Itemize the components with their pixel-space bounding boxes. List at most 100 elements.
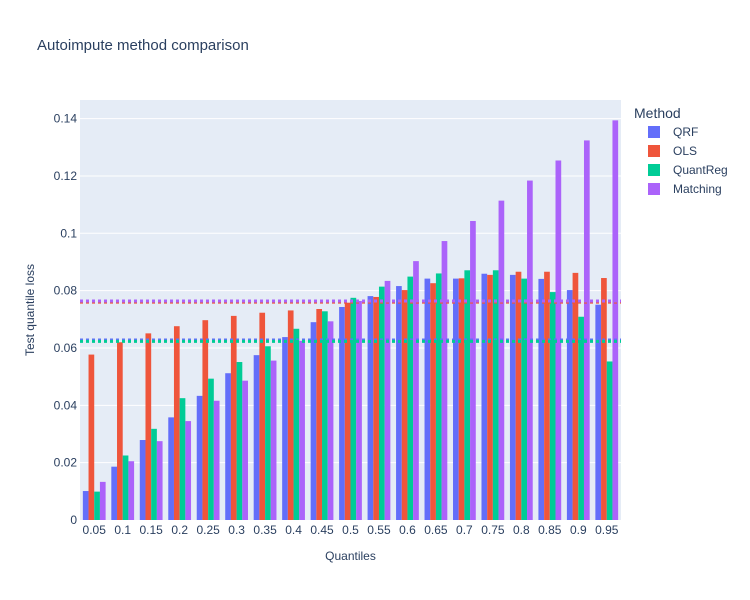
bar-matching-0.4 [299,340,305,520]
bar-qrf-0.75 [481,273,488,520]
bar-qrf-0.4 [282,337,288,520]
bar-quantreg-0.9 [578,316,584,520]
legend-swatch-ols [648,145,660,157]
bar-ols-0.75 [487,274,493,520]
x-axis-title: Quantiles [325,549,376,563]
bar-qrf-0.55 [367,296,374,520]
bar-qrf-0.9 [566,290,573,520]
legend-label-ols: OLS [673,144,697,158]
x-tick-label: 0.4 [285,523,302,537]
y-tick-label: 0.14 [54,112,78,126]
bar-ols-0.95 [601,278,607,520]
bar-qrf-0.1 [111,466,118,520]
bar-qrf-0.8 [509,274,516,520]
x-tick-label: 0.75 [481,523,505,537]
bar-qrf-0.35 [253,355,260,520]
bar-qrf-0.25 [196,395,203,520]
bar-ols-0.45 [316,309,323,520]
x-tick-label: 0.35 [253,523,277,537]
x-tick-label: 0.85 [538,523,562,537]
y-tick-label: 0.06 [54,341,78,355]
bar-matching-0.25 [213,400,220,520]
bar-ols-0.3 [230,315,237,520]
bar-quantreg-0.55 [378,286,385,520]
x-tick-label: 0.9 [570,523,587,537]
bar-qrf-0.05 [82,491,89,520]
chart-title: Autoimpute method comparison [37,37,249,54]
bar-matching-0.7 [470,220,476,521]
y-axis-title: Test quantile loss [23,264,37,356]
bar-qrf-0.5 [339,306,345,520]
bar-matching-0.3 [242,380,248,520]
y-axis-ticks: 0 0.02 0.04 0.06 0.08 0.1 0.12 0.14 [54,112,78,527]
bar-qrf-0.7 [453,278,459,520]
bar-matching-0.1 [128,461,135,520]
x-tick-label: 0.1 [114,523,131,537]
bar-matching-0.75 [498,200,505,520]
bar-ols-0.65 [430,283,436,520]
x-tick-label: 0.05 [83,523,107,537]
bar-ols-0.05 [88,354,95,520]
bar-ols-0.1 [117,342,123,520]
bar-quantreg-0.25 [208,378,214,520]
bar-matching-0.6 [413,261,419,520]
y-tick-label: 0.02 [54,456,78,470]
bar-matching-0.35 [270,360,277,520]
bar-matching-0.85 [555,160,562,521]
y-tick-label: 0.04 [54,398,78,412]
x-tick-label: 0.2 [171,523,188,537]
x-tick-label: 0.95 [595,523,619,537]
bar-quantreg-0.05 [94,491,100,520]
x-tick-label: 0.8 [513,523,530,537]
x-tick-label: 0.15 [140,523,164,537]
bar-ols-0.2 [173,326,180,520]
bars [82,120,619,521]
mean-lines [80,299,621,343]
bar-ols-0.5 [344,302,351,520]
bar-quantreg-0.7 [464,270,471,520]
bar-ols-0.55 [373,296,379,520]
bar-quantreg-0.65 [435,273,442,520]
legend-swatch-quantreg [648,164,660,176]
bar-quantreg-0.4 [293,328,300,520]
bar-matching-0.8 [527,180,533,520]
bar-ols-0.15 [145,333,152,520]
bar-quantreg-0.95 [606,361,613,520]
y-tick-label: 0.12 [54,169,78,183]
x-tick-label: 0.55 [367,523,391,537]
bar-qrf-0.15 [139,440,146,520]
x-tick-label: 0.25 [196,523,220,537]
bar-ols-0.8 [515,271,522,520]
x-tick-label: 0.5 [342,523,359,537]
bar-matching-0.95 [612,120,619,520]
bar-ols-0.7 [458,278,465,520]
x-tick-label: 0.7 [456,523,473,537]
bar-ols-0.9 [572,272,579,520]
bar-quantreg-0.45 [322,311,328,520]
bar-matching-0.55 [384,280,391,520]
bar-quantreg-0.6 [407,276,414,520]
y-tick-label: 0.1 [60,226,77,240]
bar-qrf-0.65 [424,278,431,520]
bar-qrf-0.6 [396,286,402,520]
x-tick-label: 0.65 [424,523,448,537]
bar-quantreg-0.35 [265,346,271,520]
bar-qrf-0.2 [168,417,174,520]
bar-qrf-0.45 [310,322,317,520]
y-tick-label: 0 [70,513,77,527]
bar-qrf-0.3 [225,373,231,520]
bar-ols-0.6 [401,290,408,520]
bar-quantreg-0.5 [350,297,357,520]
x-axis-ticks: 0.05 0.1 0.15 0.2 0.25 0.3 0.35 0.4 0.45 0.5 0.55 0… [83,523,619,537]
bar-qrf-0.85 [538,278,545,520]
bar-quantreg-0.85 [549,292,556,520]
legend-label-matching: Matching [673,182,722,196]
legend-swatch-matching [648,183,660,195]
legend: Method QRF OLS QuantReg Matching [634,105,728,196]
bar-ols-0.35 [259,312,266,520]
legend-label-qrf: QRF [673,125,698,139]
bar-ols-0.4 [287,310,294,520]
bar-quantreg-0.75 [492,270,499,520]
bar-quantreg-0.8 [521,278,528,520]
